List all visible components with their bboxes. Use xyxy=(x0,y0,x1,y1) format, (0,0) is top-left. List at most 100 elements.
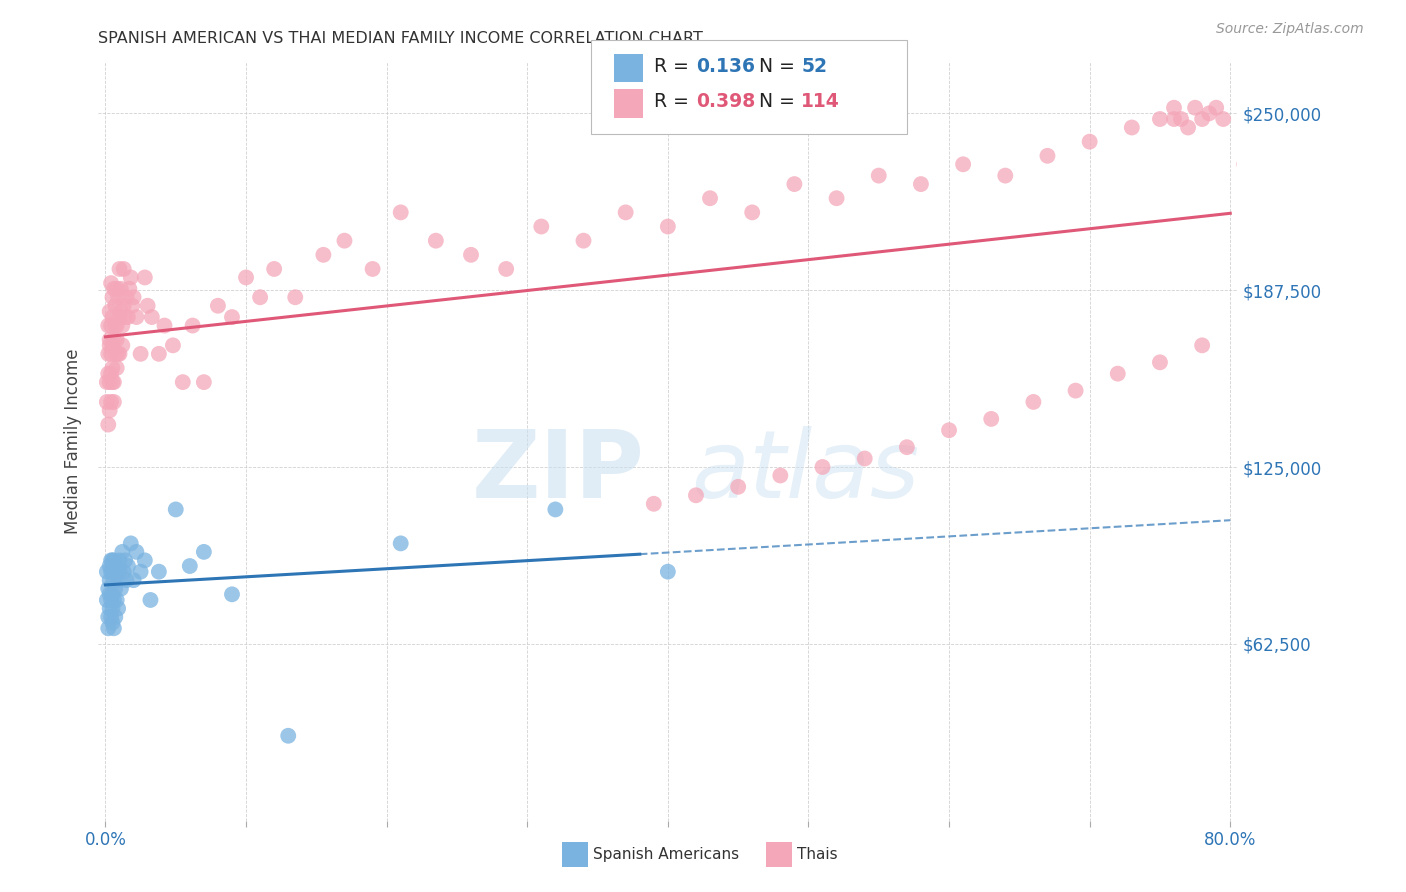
Point xyxy=(125,310,148,324)
Point xyxy=(153,318,176,333)
Point xyxy=(98,304,121,318)
Point xyxy=(1205,101,1227,115)
Point xyxy=(108,262,131,277)
Point xyxy=(1107,367,1129,381)
Point xyxy=(544,502,567,516)
Point xyxy=(657,219,679,234)
Point xyxy=(108,347,131,361)
Text: R =: R = xyxy=(654,92,695,112)
Point xyxy=(104,347,127,361)
Point xyxy=(100,593,122,607)
Point xyxy=(107,601,129,615)
Point xyxy=(614,205,637,219)
Point xyxy=(98,338,121,352)
Point xyxy=(96,375,118,389)
Point xyxy=(1191,338,1213,352)
Point xyxy=(98,587,121,601)
Point xyxy=(103,621,125,635)
Point xyxy=(97,417,120,432)
Point xyxy=(108,553,131,567)
Point xyxy=(100,367,122,381)
Point xyxy=(104,318,127,333)
Point xyxy=(134,270,156,285)
Point xyxy=(105,333,128,347)
Point xyxy=(312,248,335,262)
Point xyxy=(120,536,142,550)
Point xyxy=(115,573,138,587)
Point xyxy=(96,565,118,579)
Point xyxy=(110,304,132,318)
Point xyxy=(1163,101,1185,115)
Point xyxy=(1078,135,1101,149)
Point xyxy=(129,565,152,579)
Text: atlas: atlas xyxy=(690,426,920,517)
Point xyxy=(1233,157,1256,171)
Point xyxy=(122,573,145,587)
Point xyxy=(783,177,806,191)
Point xyxy=(97,367,120,381)
Point xyxy=(179,559,201,574)
Point xyxy=(868,169,890,183)
Point xyxy=(96,395,118,409)
Text: R =: R = xyxy=(654,56,695,76)
Point xyxy=(277,729,299,743)
Point xyxy=(148,347,170,361)
Text: N =: N = xyxy=(759,92,801,112)
Point xyxy=(98,403,121,417)
Point xyxy=(114,553,136,567)
Point xyxy=(1064,384,1087,398)
Point xyxy=(460,248,482,262)
Point xyxy=(181,318,204,333)
Point xyxy=(100,610,122,624)
Point xyxy=(103,593,125,607)
Point xyxy=(101,553,124,567)
Point xyxy=(100,276,122,290)
Point xyxy=(1022,395,1045,409)
Point xyxy=(108,310,131,324)
Point xyxy=(101,587,124,601)
Point xyxy=(108,565,131,579)
Point xyxy=(101,338,124,352)
Point xyxy=(97,318,120,333)
Point xyxy=(1198,106,1220,120)
Point xyxy=(139,593,162,607)
Point xyxy=(110,582,132,596)
Point xyxy=(107,573,129,587)
Point xyxy=(112,262,135,277)
Point xyxy=(136,299,159,313)
Point xyxy=(101,361,124,376)
Point xyxy=(284,290,307,304)
Point xyxy=(361,262,384,277)
Point xyxy=(104,559,127,574)
Point xyxy=(122,290,145,304)
Point xyxy=(853,451,876,466)
Point xyxy=(104,610,127,624)
Point xyxy=(1184,101,1206,115)
Point xyxy=(125,545,148,559)
Point xyxy=(101,615,124,630)
Point xyxy=(1036,149,1059,163)
Point xyxy=(769,468,792,483)
Point xyxy=(104,582,127,596)
Point xyxy=(685,488,707,502)
Point xyxy=(101,601,124,615)
Point xyxy=(97,621,120,635)
Point xyxy=(100,553,122,567)
Point xyxy=(114,310,136,324)
Point xyxy=(207,299,229,313)
Point xyxy=(117,310,139,324)
Point xyxy=(1191,112,1213,126)
Text: Thais: Thais xyxy=(797,847,838,862)
Point xyxy=(333,234,356,248)
Point xyxy=(107,347,129,361)
Point xyxy=(97,582,120,596)
Point xyxy=(111,318,134,333)
Point xyxy=(98,601,121,615)
Text: Spanish Americans: Spanish Americans xyxy=(593,847,740,862)
Point xyxy=(263,262,285,277)
Point xyxy=(97,610,120,624)
Point xyxy=(105,282,128,296)
Text: ZIP: ZIP xyxy=(472,425,645,518)
Point xyxy=(811,460,834,475)
Point xyxy=(97,347,120,361)
